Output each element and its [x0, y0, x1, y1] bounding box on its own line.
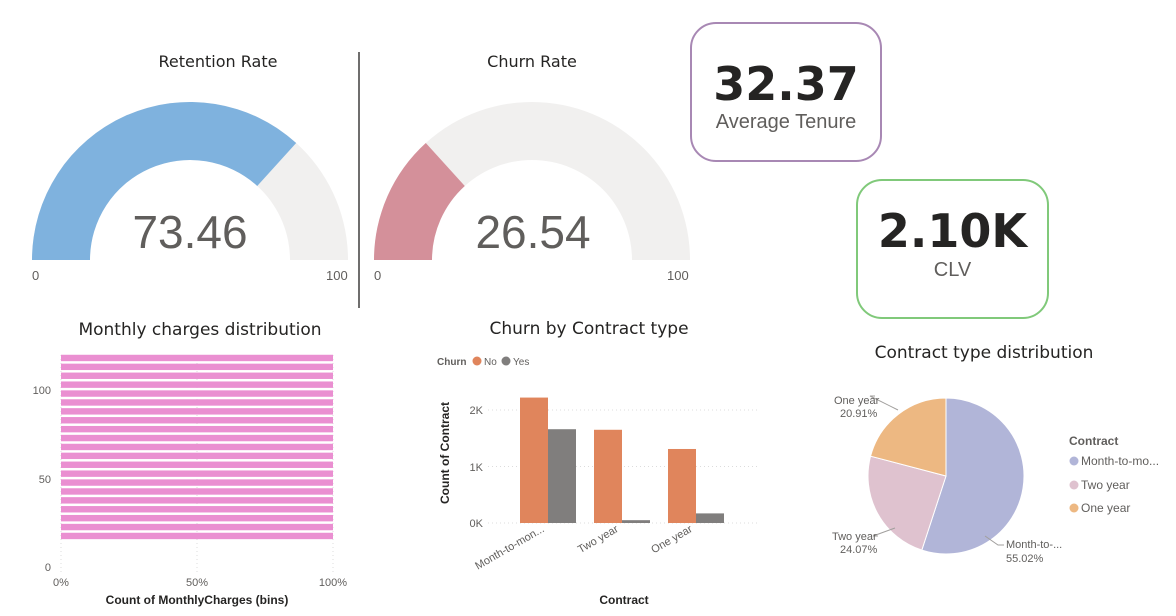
churn-gauge-title: Churn Rate — [487, 52, 577, 71]
churn-gauge-min: 0 — [374, 268, 382, 283]
histogram-bar — [61, 434, 333, 442]
contract-distribution-title: Contract type distribution — [874, 343, 1094, 363]
pie-label-month-pct: 55.02% — [1006, 553, 1044, 565]
x-tick-one-year: One year — [649, 523, 694, 556]
churn-gauge-track — [374, 102, 690, 260]
pie-legend[interactable]: Contract Month-to-mo... Two year One yea… — [1069, 434, 1159, 515]
retention-gauge-value: 73.46 — [132, 206, 248, 258]
legend-no-label: No — [484, 357, 497, 368]
histogram-bar — [61, 363, 333, 371]
contract-distribution-chart[interactable]: One year 20.91% Two year 24.07% Month-to… — [800, 370, 1176, 616]
histogram-bar — [61, 425, 333, 433]
bar-yes-0 — [548, 429, 576, 523]
average-tenure-card[interactable]: 32.37 Average Tenure — [690, 22, 882, 162]
churn-gauge[interactable] — [0, 0, 720, 310]
y-tick-100: 100 — [33, 385, 51, 397]
pie-legend-month-label: Month-to-mo... — [1081, 454, 1159, 468]
histogram-bar — [61, 497, 333, 504]
retention-gauge-title: Retention Rate — [158, 52, 278, 71]
legend-yes-label: Yes — [513, 357, 529, 368]
histogram-bar — [61, 399, 333, 406]
pie-legend-title: Contract — [1069, 434, 1118, 448]
pie-label-one-year-name: One year — [834, 395, 880, 407]
legend-title: Churn — [437, 357, 466, 368]
bar-no-2 — [668, 448, 696, 523]
pie-slice-1 — [867, 455, 947, 551]
pie-label-one-year-pct: 20.91% — [840, 408, 878, 420]
histogram-bar — [61, 488, 333, 495]
histogram-bar — [61, 514, 333, 522]
retention-gauge[interactable] — [0, 0, 360, 310]
y-tick-0k: 0K — [470, 518, 484, 530]
pie-legend-two-year-swatch — [1069, 480, 1079, 490]
histogram-bar — [61, 390, 333, 397]
histogram-bar — [61, 506, 333, 513]
gauge-divider — [358, 52, 360, 308]
histogram-bar — [61, 461, 333, 468]
histogram-bar — [61, 532, 333, 540]
clv-label: CLV — [933, 259, 972, 281]
x-tick-100pct: 100% — [319, 577, 347, 589]
average-tenure-label: Average Tenure — [715, 111, 857, 133]
legend-yes-swatch — [501, 356, 511, 366]
histogram-bar — [61, 479, 333, 486]
pie-slice-0 — [921, 397, 1025, 555]
churn-gauge-value: 26.54 — [475, 206, 591, 258]
clv-value: 2.10K — [877, 204, 1028, 258]
legend-no-swatch — [472, 356, 482, 366]
leader-month — [984, 535, 1004, 546]
pie-legend-one-year-label: One year — [1081, 501, 1130, 515]
histogram-bar — [61, 408, 333, 415]
x-axis-label: Contract — [599, 593, 648, 607]
y-axis-label: Count of Contract — [438, 402, 452, 504]
histogram-bar — [61, 443, 333, 451]
histogram-bar — [61, 470, 333, 477]
histogram-bar — [61, 381, 333, 388]
histogram-bar — [61, 372, 333, 379]
pie-legend-month-swatch — [1069, 456, 1079, 466]
y-tick-50: 50 — [39, 474, 51, 486]
pie-label-two-year-pct: 24.07% — [840, 544, 878, 556]
bar-yes-1 — [622, 520, 650, 523]
churn-by-contract-chart[interactable]: Churn No Yes 0K 1K 2K Count of Contract … — [420, 345, 780, 616]
monthly-charges-chart[interactable]: 0 50 100 0% 50% 100% Count of MonthlyCha… — [0, 340, 360, 616]
x-tick-50pct: 50% — [186, 577, 208, 589]
histogram-bar — [61, 417, 333, 424]
bar-yes-2 — [696, 513, 724, 523]
retention-gauge-fill — [32, 102, 297, 261]
y-tick-2k: 2K — [470, 405, 484, 417]
histogram-bar — [61, 452, 333, 460]
pie-legend-two-year-label: Two year — [1081, 478, 1130, 492]
x-tick-month-to-month: Month-to-mon... — [473, 523, 546, 572]
churn-by-contract-title: Churn by Contract type — [489, 319, 689, 339]
average-tenure-value: 32.37 — [713, 57, 859, 111]
churn-gauge-fill — [374, 143, 465, 260]
clv-card[interactable]: 2.10K CLV — [856, 179, 1049, 319]
leader-two-year — [872, 527, 896, 537]
churn-gauge-max: 100 — [667, 268, 689, 283]
pie-legend-one-year-swatch — [1069, 503, 1079, 513]
legend[interactable]: Churn No Yes — [437, 356, 529, 369]
histogram-bar — [61, 523, 333, 531]
x-axis-label: Count of MonthlyCharges (bins) — [106, 593, 289, 607]
x-tick-0pct: 0% — [53, 577, 69, 589]
bar-no-1 — [594, 429, 622, 523]
bar-no-0 — [520, 397, 548, 523]
pie-label-month-name: Month-to-... — [1006, 539, 1062, 551]
y-tick-1k: 1K — [470, 462, 484, 474]
retention-gauge-max: 100 — [326, 268, 348, 283]
pie-label-two-year-name: Two year — [832, 531, 877, 543]
pie-slice-2 — [869, 397, 947, 477]
leader-one-year — [869, 395, 899, 411]
histogram-bar — [61, 354, 333, 362]
retention-gauge-min: 0 — [32, 268, 40, 283]
y-tick-0: 0 — [45, 562, 51, 574]
monthly-charges-title: Monthly charges distribution — [78, 320, 322, 340]
x-tick-two-year: Two year — [576, 523, 621, 556]
